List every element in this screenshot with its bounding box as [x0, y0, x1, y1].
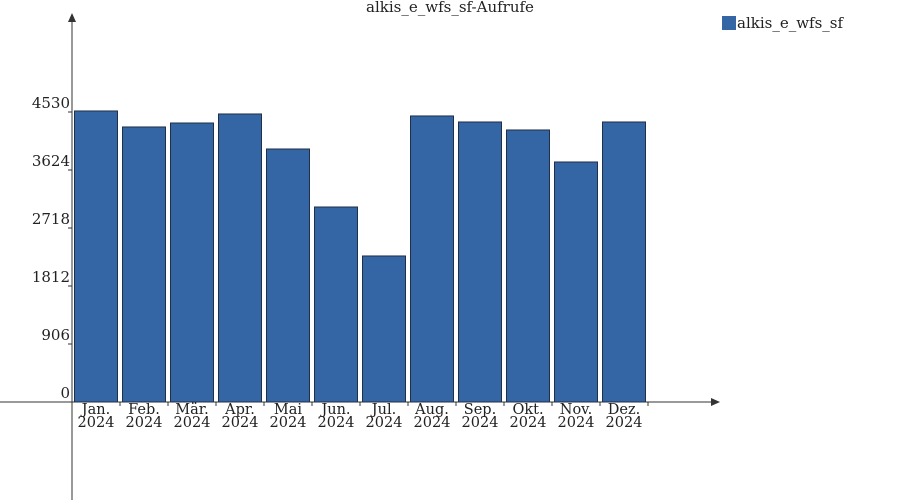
- y-tick-label: 0: [60, 384, 70, 402]
- y-tick-label: 906: [41, 326, 70, 344]
- x-tick-label: Nov. 2024: [557, 402, 595, 431]
- x-tick-label: Mai 2024: [269, 402, 307, 431]
- y-tick-label: 1812: [32, 268, 70, 286]
- bar: [410, 115, 454, 403]
- bar: [314, 206, 358, 403]
- y-tick-label: 2718: [32, 210, 70, 228]
- x-tick-label: Dez. 2024: [605, 402, 643, 431]
- bar: [554, 161, 598, 403]
- x-tick-label: Apr. 2024: [221, 402, 259, 431]
- bar: [218, 113, 262, 403]
- bar: [602, 121, 646, 403]
- chart-title: alkis_e_wfs_sf-Aufrufe: [366, 0, 534, 16]
- legend-swatch: [722, 16, 736, 30]
- y-tick-label: 4530: [32, 94, 70, 112]
- bar: [266, 148, 310, 403]
- bar: [122, 126, 166, 403]
- bar: [458, 121, 502, 403]
- bar: [74, 110, 118, 403]
- legend-label: alkis_e_wfs_sf: [737, 14, 844, 32]
- bar: [362, 255, 406, 403]
- bar: [506, 129, 550, 403]
- x-tick-label: Sep. 2024: [461, 402, 499, 431]
- bar: [170, 122, 214, 403]
- x-tick-label: Feb. 2024: [125, 402, 163, 431]
- x-axis-arrow: [711, 398, 720, 406]
- x-tick-label: Aug. 2024: [413, 402, 451, 431]
- x-tick-label: Okt. 2024: [509, 402, 547, 431]
- x-tick-label: Jan. 2024: [77, 402, 115, 431]
- y-tick-label: 3624: [32, 152, 70, 170]
- y-axis-arrow: [68, 13, 76, 22]
- x-tick-label: Jun. 2024: [317, 402, 355, 431]
- x-tick-label: Jul. 2024: [365, 402, 403, 431]
- x-tick-label: Mär. 2024: [173, 402, 211, 431]
